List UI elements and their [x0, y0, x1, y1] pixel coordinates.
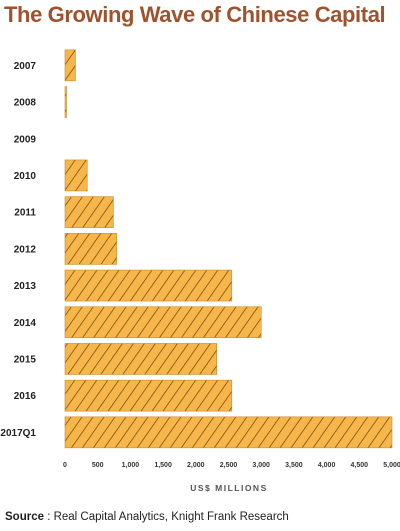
bar-2007	[64, 49, 76, 82]
bar-2012	[64, 233, 117, 265]
bar-2017q1	[64, 416, 393, 449]
y-tick-label: 2014	[14, 318, 37, 329]
x-tick-label: 2,000	[187, 462, 205, 469]
x-tick-label: 4,000	[318, 462, 336, 469]
bar-2015	[64, 343, 218, 375]
bar-2016	[64, 379, 233, 412]
x-tick-label: 1,000	[122, 462, 140, 469]
y-tick-label: 2013	[14, 281, 37, 292]
x-tick-label: 3,000	[252, 462, 270, 469]
bar-chart: 2007 2008 2009 2010 2011 2012 2013 2014 2015 2016…	[0, 49, 400, 493]
bars-group	[64, 49, 393, 449]
y-tick-label: 2009	[14, 134, 37, 145]
x-tick-label: 4,500	[351, 462, 369, 469]
chart-title: The Growing Wave of Chinese Capital	[4, 2, 386, 27]
y-tick-label: 2008	[14, 98, 37, 109]
source-note: Source : Real Capital Analytics, Knight …	[5, 511, 289, 523]
y-tick-label: 2010	[14, 171, 37, 182]
y-tick-label: 2017Q1	[0, 428, 36, 439]
y-tick-labels: 2007 2008 2009 2010 2011 2012 2013 2014 2015 2016…	[0, 61, 36, 439]
bar-2008	[64, 86, 67, 118]
y-tick-label: 2016	[14, 391, 37, 402]
x-tick-label: 0	[63, 462, 67, 469]
x-tick-label: 500	[92, 462, 104, 469]
bar-2010	[64, 159, 88, 192]
y-tick-label: 2012	[14, 244, 37, 255]
bar-2014	[64, 306, 262, 339]
x-axis-label: US$ MILLIONS	[190, 483, 268, 493]
y-tick-label: 2011	[14, 208, 36, 219]
x-tick-labels: 0 500 1,000 1,500 2,000 2,500 3,000 3,500 4,000 4…	[63, 462, 400, 469]
x-tick-label: 1,500	[154, 462, 172, 469]
y-tick-label: 2015	[14, 354, 37, 365]
bar-2013	[64, 269, 233, 302]
x-tick-label: 3,500	[285, 462, 303, 469]
x-tick-label: 5,000	[383, 462, 400, 469]
x-tick-label: 2,500	[220, 462, 238, 469]
bar-2011	[64, 196, 114, 228]
y-tick-label: 2007	[14, 61, 37, 72]
